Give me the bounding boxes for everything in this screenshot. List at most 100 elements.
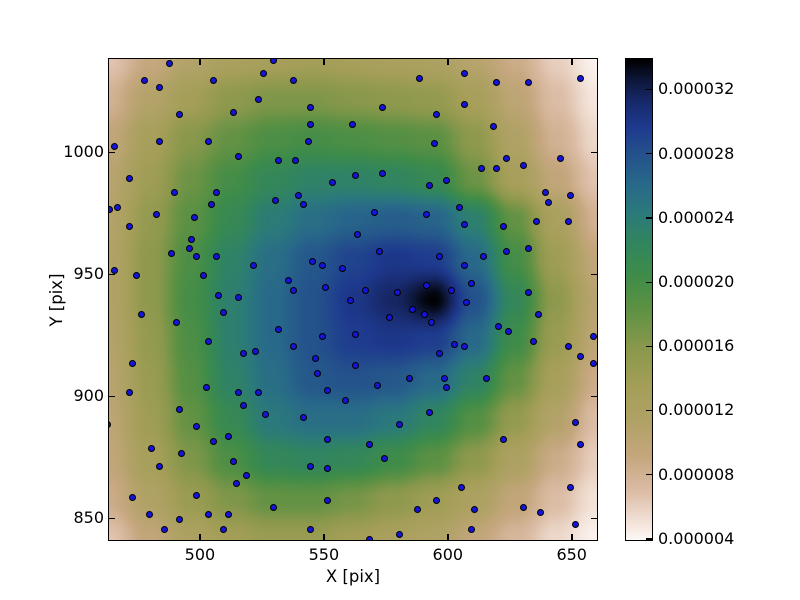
scatter-point — [155, 137, 163, 145]
scatter-point — [215, 291, 223, 299]
scatter-point — [242, 472, 250, 480]
scatter-point — [319, 333, 327, 341]
scatter-point — [148, 445, 156, 453]
y-tick-label: 850 — [73, 508, 104, 528]
scatter-point — [138, 311, 146, 319]
scatter-point — [376, 247, 384, 255]
scatter-point — [492, 164, 500, 172]
scatter-point — [272, 196, 280, 204]
scatter-point — [262, 411, 270, 419]
scatter-point — [502, 155, 510, 163]
scatter-point — [220, 308, 228, 316]
scatter-point — [500, 435, 508, 443]
scatter-point — [170, 189, 178, 197]
scatter-point — [420, 311, 428, 319]
scatter-point — [430, 140, 438, 148]
y-tick-label: 900 — [73, 386, 104, 406]
colorbar-gradient — [626, 59, 652, 540]
scatter-point — [155, 84, 163, 92]
scatter-point — [225, 433, 233, 441]
scatter-point — [557, 155, 565, 163]
scatter-point — [235, 152, 243, 160]
y-tick-label: 1000 — [63, 142, 104, 162]
colorbar-tick-label: 0.000032 — [658, 79, 735, 99]
scatter-point — [289, 342, 297, 350]
scatter-point — [396, 421, 404, 429]
scatter-point — [354, 230, 362, 238]
scatter-point — [160, 525, 168, 533]
scatter-point — [423, 281, 431, 289]
scatter-point — [346, 296, 354, 304]
scatter-point — [289, 76, 297, 84]
scatter-point — [544, 198, 552, 206]
scatter-point — [192, 252, 200, 260]
scatter-point — [324, 464, 332, 472]
scatter-point — [205, 137, 213, 145]
scatter-point — [128, 360, 136, 368]
scatter-point — [500, 223, 508, 231]
scatter-point — [306, 120, 314, 128]
colorbar-tick-label: 0.000020 — [658, 272, 735, 291]
scatter-point — [175, 406, 183, 414]
scatter-point — [381, 455, 389, 463]
scatter-point — [306, 103, 314, 111]
x-tick-label: 650 — [556, 545, 587, 564]
scatter-point — [349, 120, 357, 128]
colorbar-tick-label: 0.000012 — [658, 400, 735, 420]
scatter-point — [306, 525, 314, 533]
plot-area — [109, 59, 597, 540]
scatter-point — [433, 111, 441, 119]
scatter-point — [321, 284, 329, 292]
x-tick-label: 550 — [308, 545, 340, 564]
scatter-point — [111, 142, 119, 150]
scatter-point — [155, 462, 163, 470]
scatter-point — [207, 201, 215, 209]
scatter-point — [416, 74, 424, 82]
scatter-point — [520, 504, 528, 512]
scatter-point — [212, 252, 220, 260]
scatter-point — [525, 245, 533, 253]
scatter-point — [185, 245, 193, 253]
scatter-point — [351, 330, 359, 338]
scatter-point — [304, 137, 312, 145]
scatter-point — [564, 218, 572, 226]
scatter-point — [284, 277, 292, 285]
scatter-point — [254, 389, 262, 397]
scatter-point — [482, 374, 490, 382]
scatter-point — [448, 286, 456, 294]
scatter-point — [490, 123, 498, 131]
scatter-point — [460, 220, 468, 228]
scatter-point — [492, 79, 500, 87]
scatter-point — [200, 272, 208, 280]
scatter-point — [455, 203, 463, 211]
scatter-point — [205, 338, 213, 346]
scatter-point — [373, 381, 381, 389]
scatter-point — [309, 257, 317, 265]
scatter-point — [460, 342, 468, 350]
scatter-point — [530, 338, 538, 346]
scatter-point — [230, 108, 238, 116]
scatter-point — [339, 264, 347, 272]
scatter-point — [589, 360, 597, 368]
scatter-point — [212, 189, 220, 197]
scatter-point — [133, 272, 141, 280]
colorbar-tick-label: 0.000004 — [658, 528, 735, 548]
scatter-point — [235, 389, 243, 397]
scatter-point — [440, 374, 448, 382]
scatter-point — [249, 262, 257, 270]
scatter-point — [314, 369, 322, 377]
scatter-point — [502, 247, 510, 255]
y-axis-label: Y [pix] — [47, 272, 66, 327]
scatter-point — [450, 340, 458, 348]
scatter-point — [505, 328, 513, 336]
scatter-point — [435, 350, 443, 358]
scatter-point — [460, 69, 468, 77]
scatter-point — [443, 384, 451, 392]
scatter-point — [210, 76, 218, 84]
scatter-point — [535, 311, 542, 319]
scatter-point — [205, 511, 213, 519]
scatter-point — [324, 496, 332, 504]
scatter-point — [460, 262, 468, 270]
scatter-point — [520, 162, 528, 170]
y-tick-label: 950 — [73, 264, 104, 284]
